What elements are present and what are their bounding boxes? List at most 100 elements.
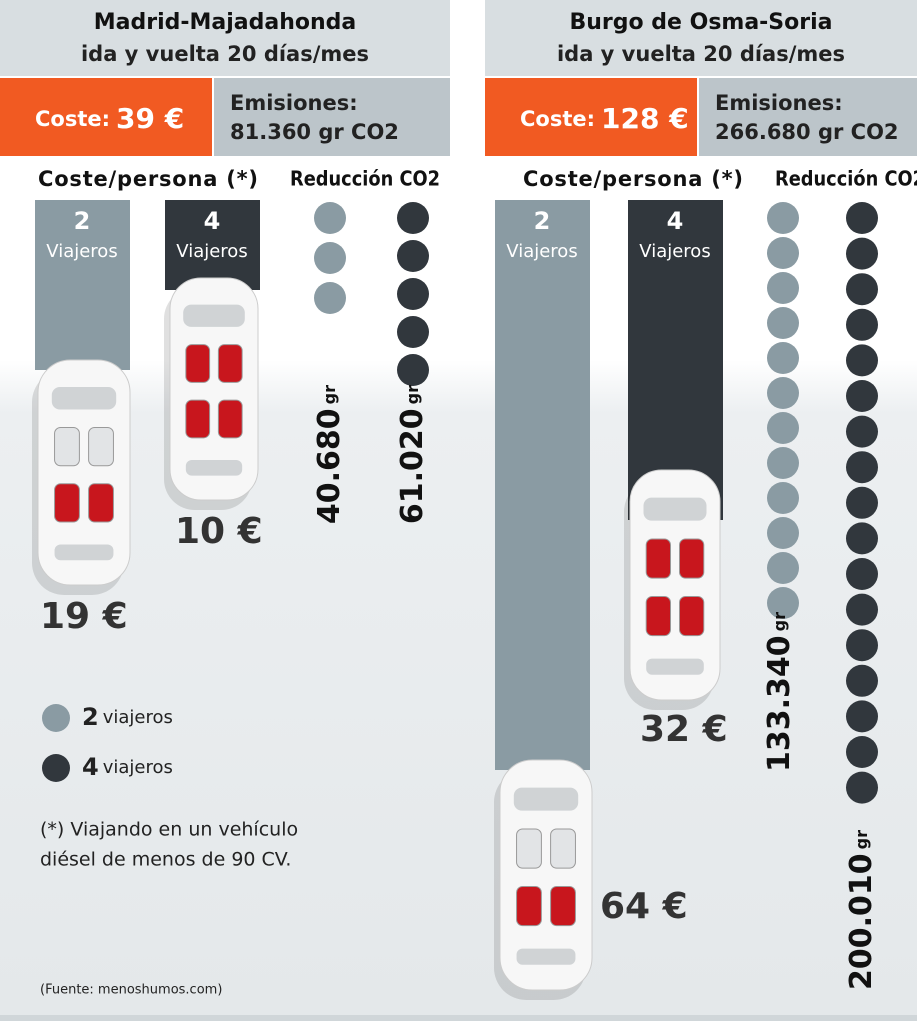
co2-dot [397, 316, 429, 348]
co2-dot [846, 273, 878, 305]
co2-dot [397, 202, 429, 234]
car-seat [55, 428, 80, 466]
price-per-person: 10 € [175, 511, 263, 552]
car-seat [55, 484, 80, 522]
reduction-unit: gr [852, 830, 871, 849]
car-icon [624, 470, 720, 710]
car-rear-window [55, 545, 114, 561]
car-icon [32, 360, 130, 595]
legend-count: 2 [82, 703, 99, 731]
co2-dot [846, 736, 878, 768]
reduction-value: 200.010gr [844, 830, 879, 990]
car-seat [517, 829, 542, 868]
footnote: (*) Viajando en un vehículo [40, 819, 298, 841]
co2-dot [846, 344, 878, 376]
travelers-label: Viajeros [639, 241, 710, 262]
co2-dot [767, 482, 799, 514]
co2-dot [767, 342, 799, 374]
cost-label: Coste: [520, 107, 595, 131]
emissions-label: Emisiones: [715, 91, 843, 115]
co2-dot [846, 309, 878, 341]
co2-dot [846, 665, 878, 697]
co2-dot [846, 558, 878, 590]
co2-dot [767, 272, 799, 304]
panel-subtitle: ida y vuelta 20 días/mes [557, 42, 845, 66]
car-rear-window [186, 460, 242, 476]
legend-label: viajeros [103, 757, 173, 778]
emissions-value: 266.680 gr CO2 [715, 120, 899, 144]
legend-dot [42, 704, 70, 732]
cost-value: 39 € [116, 102, 184, 135]
travelers-count: 2 [74, 207, 91, 235]
co2-dot [846, 416, 878, 448]
car-seat [551, 829, 576, 868]
cost-label: Coste: [35, 107, 110, 131]
co2-dot [767, 412, 799, 444]
car-seat [186, 345, 210, 383]
car-seat [517, 887, 542, 926]
co2-dot [846, 238, 878, 270]
reduction-unit: gr [320, 385, 339, 404]
travelers-label: Viajeros [46, 241, 117, 262]
co2-dot [846, 487, 878, 519]
reduction-unit: gr [770, 612, 789, 631]
price-per-person: 32 € [640, 709, 728, 750]
price-per-person: 19 € [40, 596, 128, 637]
car-seat [680, 597, 704, 636]
reduction-number: 61.020 [395, 408, 430, 524]
cost-text: Coste:128 € [520, 102, 689, 135]
co2-dot [846, 451, 878, 483]
emissions-value: 81.360 gr CO2 [230, 120, 399, 144]
car-seat [646, 539, 670, 578]
car-icon [164, 278, 258, 510]
cost-header: Coste/persona (*) [38, 167, 258, 191]
travelers-label: Viajeros [176, 241, 247, 262]
travelers-label: Viajeros [506, 241, 577, 262]
panel-title: Madrid-Majadahonda [94, 10, 357, 35]
co2-dot [397, 354, 429, 386]
car-seat [89, 428, 114, 466]
cost-header: Coste/persona (*) [523, 167, 743, 191]
legend-dot [42, 754, 70, 782]
travelers-count: 4 [204, 207, 221, 235]
reduction-header: Reducción CO2 [775, 167, 917, 191]
cost-bar [495, 200, 590, 770]
footnote: diésel de menos de 90 CV. [40, 849, 291, 871]
co2-dot [846, 380, 878, 412]
co2-dot [846, 700, 878, 732]
co2-dot [846, 594, 878, 626]
co2-dot [767, 447, 799, 479]
car-windshield [52, 387, 116, 410]
emissions-box [214, 78, 450, 156]
co2-dot [767, 377, 799, 409]
co2-dot [846, 202, 878, 234]
co2-dot [397, 240, 429, 272]
reduction-unit: gr [403, 385, 422, 404]
cost-value: 128 € [601, 102, 689, 135]
panel-title: Burgo de Osma-Soria [569, 10, 832, 35]
car-windshield [514, 788, 578, 811]
car-seat [186, 400, 210, 438]
car-seat [89, 484, 114, 522]
car-rear-window [646, 659, 704, 675]
co2-dot [767, 552, 799, 584]
infographic: Madrid-Majadahonda ida y vuelta 20 días/m… [0, 0, 917, 1021]
co2-dot [767, 307, 799, 339]
car-seat [646, 597, 670, 636]
emissions-label: Emisiones: [230, 91, 358, 115]
co2-dot [846, 522, 878, 554]
reduction-value: 133.340gr [762, 612, 797, 772]
co2-dot [314, 282, 346, 314]
bottom-rule [0, 1015, 917, 1021]
co2-dot [314, 242, 346, 274]
co2-dot [397, 278, 429, 310]
travelers-count: 4 [667, 207, 684, 235]
car-seat [551, 887, 576, 926]
co2-dot [846, 772, 878, 804]
panel-subtitle: ida y vuelta 20 días/mes [81, 42, 369, 66]
car-windshield [183, 305, 245, 327]
co2-dot [767, 517, 799, 549]
co2-dot [767, 202, 799, 234]
car-seat [680, 539, 704, 578]
